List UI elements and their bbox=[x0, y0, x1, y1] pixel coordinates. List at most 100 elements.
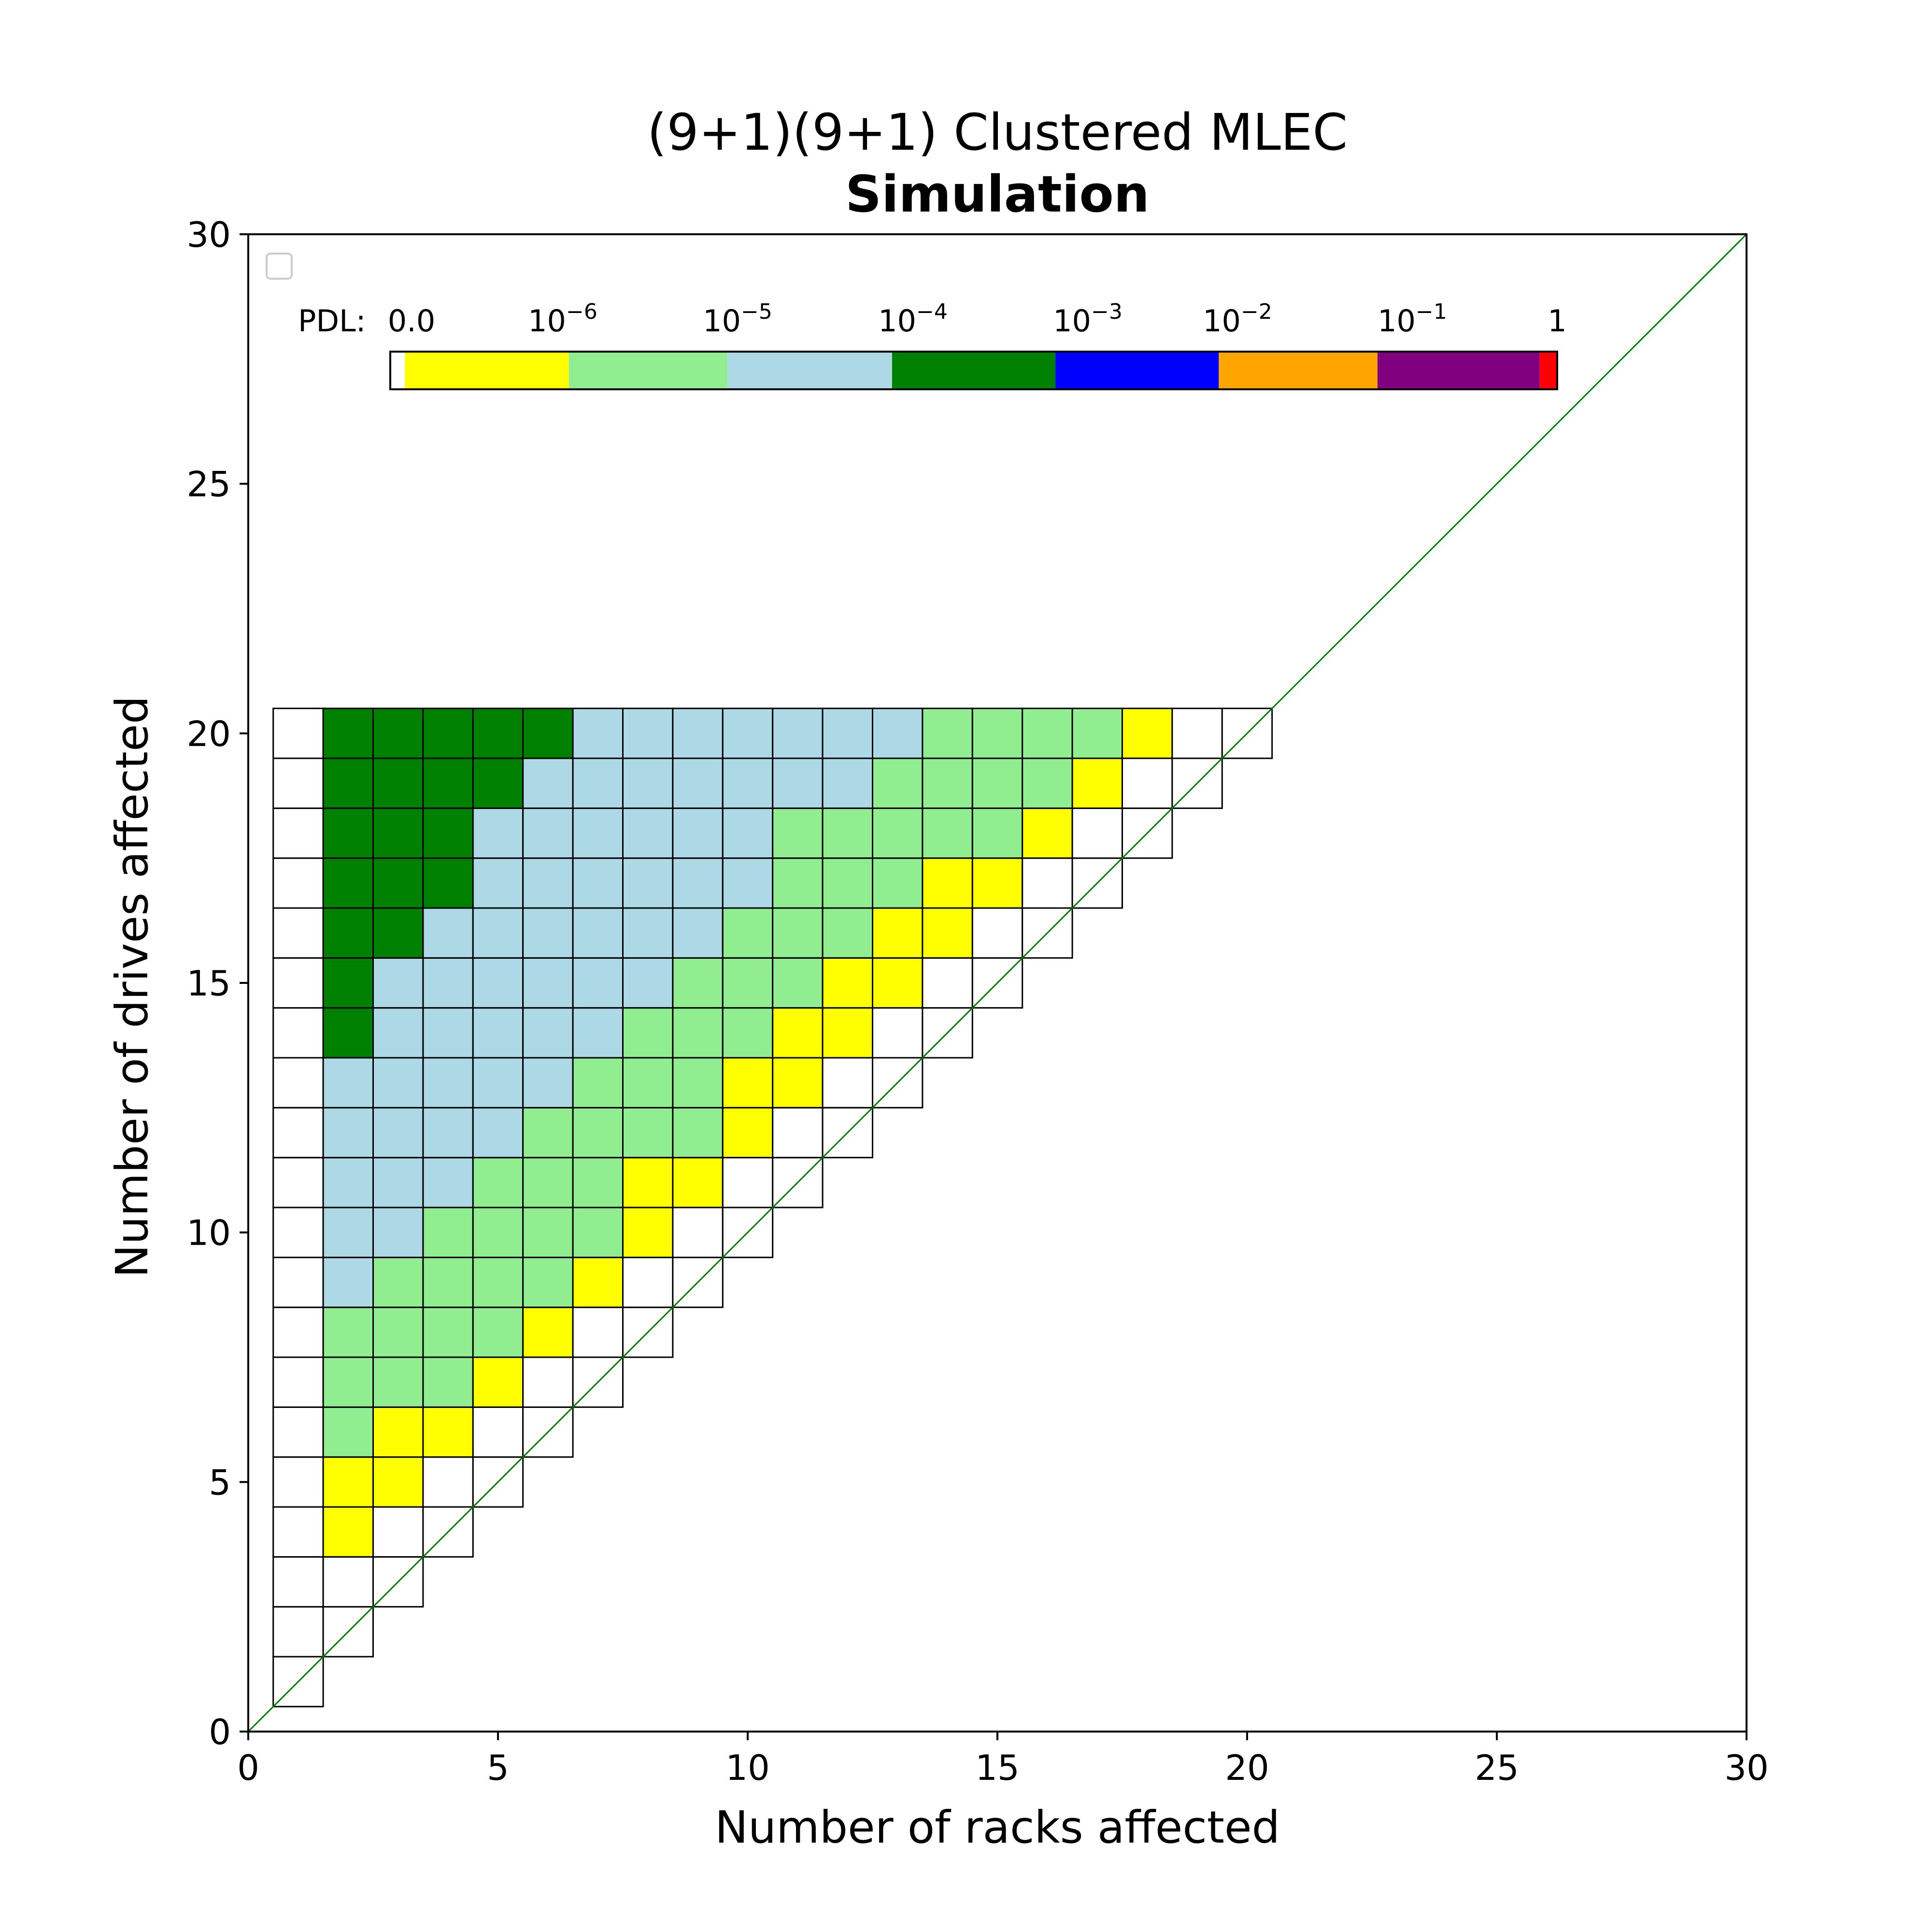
heatmap-cell bbox=[372, 1406, 424, 1458]
heatmap-cell bbox=[322, 857, 374, 909]
heatmap-cell bbox=[672, 1207, 724, 1258]
heatmap-cell bbox=[272, 1406, 324, 1458]
colorbar-segment bbox=[727, 352, 892, 389]
heatmap-cell bbox=[272, 1506, 324, 1558]
heatmap-cell bbox=[272, 1007, 324, 1059]
heatmap-cell bbox=[472, 857, 524, 909]
y-tick-label: 0 bbox=[209, 1712, 231, 1752]
y-tick-label: 25 bbox=[186, 464, 231, 505]
heatmap-cell bbox=[722, 807, 774, 859]
heatmap-cell bbox=[322, 1556, 374, 1608]
heatmap-cell bbox=[322, 1506, 374, 1558]
heatmap-cell bbox=[971, 907, 1023, 959]
colorbar-label: 10−1 bbox=[1378, 299, 1447, 339]
heatmap-cell bbox=[572, 1007, 624, 1059]
heatmap-cell bbox=[272, 1307, 324, 1358]
heatmap-cell bbox=[422, 757, 474, 809]
heatmap-cell bbox=[672, 1007, 724, 1059]
heatmap-cell bbox=[272, 957, 324, 1009]
heatmap-cell bbox=[672, 708, 724, 759]
heatmap-cell bbox=[1171, 708, 1223, 759]
heatmap-cell bbox=[622, 757, 674, 809]
heatmap-cell bbox=[422, 1256, 474, 1308]
colorbar-label: 10−5 bbox=[703, 299, 772, 339]
heatmap-cell bbox=[322, 957, 374, 1009]
x-tick-label: 20 bbox=[1225, 1747, 1269, 1788]
heatmap-cell bbox=[272, 1456, 324, 1508]
x-tick-label: 5 bbox=[487, 1747, 509, 1788]
heatmap-cell bbox=[722, 1107, 774, 1159]
heatmap-cell bbox=[522, 1207, 574, 1258]
heatmap-cell bbox=[372, 1456, 424, 1508]
heatmap-cell bbox=[322, 1307, 374, 1358]
heatmap-cell bbox=[322, 1107, 374, 1159]
heatmap-cell bbox=[622, 857, 674, 909]
heatmap-cell bbox=[522, 708, 574, 759]
heatmap-cell bbox=[822, 807, 873, 859]
heatmap-cell bbox=[672, 1057, 724, 1108]
heatmap-cell bbox=[722, 1057, 774, 1108]
heatmap-cell bbox=[572, 1107, 624, 1159]
heatmap-cell bbox=[572, 708, 624, 759]
chart-subtitle: Simulation bbox=[845, 165, 1150, 224]
heatmap-cell bbox=[522, 957, 574, 1009]
heatmap-cell bbox=[422, 1007, 474, 1059]
heatmap-cells bbox=[272, 708, 1273, 1707]
heatmap-cell bbox=[922, 957, 973, 1009]
heatmap-cell bbox=[672, 757, 724, 809]
heatmap-cell bbox=[622, 1207, 674, 1258]
heatmap-cell bbox=[971, 757, 1023, 809]
heatmap-cell bbox=[472, 708, 524, 759]
heatmap-cell bbox=[472, 757, 524, 809]
heatmap-cell bbox=[572, 1256, 624, 1308]
heatmap-cell bbox=[522, 1157, 574, 1208]
heatmap-cell bbox=[372, 857, 424, 909]
y-tick-label: 5 bbox=[209, 1462, 231, 1503]
heatmap-cell bbox=[622, 957, 674, 1009]
heatmap-cell bbox=[772, 807, 824, 859]
heatmap-cell bbox=[1071, 807, 1123, 859]
colorbar-segment bbox=[390, 352, 405, 389]
heatmap-cell bbox=[272, 1256, 324, 1308]
heatmap-cell bbox=[922, 857, 973, 909]
heatmap-cell bbox=[572, 1057, 624, 1108]
colorbar-segment bbox=[1539, 352, 1557, 389]
heatmap-cell bbox=[422, 957, 474, 1009]
heatmap-cell bbox=[422, 1107, 474, 1159]
heatmap-cell bbox=[822, 957, 873, 1009]
heatmap-cell bbox=[971, 857, 1023, 909]
heatmap-cell bbox=[372, 1107, 424, 1159]
x-axis-label: Number of racks affected bbox=[715, 1802, 1280, 1853]
heatmap-cell bbox=[472, 1406, 524, 1458]
heatmap-cell bbox=[822, 1057, 873, 1108]
heatmap-cell bbox=[522, 1007, 574, 1059]
heatmap-cell bbox=[322, 1356, 374, 1408]
heatmap-cell bbox=[472, 1107, 524, 1159]
heatmap-cell bbox=[1122, 757, 1173, 809]
heatmap-cell bbox=[772, 1007, 824, 1059]
y-axis-label: Number of drives affected bbox=[106, 696, 158, 1278]
heatmap-cell bbox=[572, 957, 624, 1009]
heatmap-cell bbox=[422, 1406, 474, 1458]
heatmap-cell bbox=[572, 1157, 624, 1208]
heatmap-cell bbox=[522, 757, 574, 809]
heatmap-cell bbox=[572, 757, 624, 809]
colorbar-segment bbox=[1377, 352, 1540, 389]
y-tick-label: 30 bbox=[186, 214, 231, 255]
heatmap-cell bbox=[722, 907, 774, 959]
heatmap-cell bbox=[822, 757, 873, 809]
heatmap-cell bbox=[272, 1207, 324, 1258]
heatmap-cell bbox=[472, 1356, 524, 1408]
heatmap-cell bbox=[272, 907, 324, 959]
heatmap-cell bbox=[372, 907, 424, 959]
heatmap-cell bbox=[872, 757, 923, 809]
heatmap-cell bbox=[1071, 757, 1123, 809]
colorbar-label: 10−2 bbox=[1203, 299, 1272, 339]
heatmap-cell bbox=[422, 1207, 474, 1258]
heatmap-cell bbox=[822, 857, 873, 909]
heatmap-cell bbox=[522, 1356, 574, 1408]
heatmap-cell bbox=[372, 1007, 424, 1059]
heatmap-cell bbox=[772, 708, 824, 759]
heatmap-cell bbox=[422, 1307, 474, 1358]
heatmap-cell bbox=[272, 757, 324, 809]
